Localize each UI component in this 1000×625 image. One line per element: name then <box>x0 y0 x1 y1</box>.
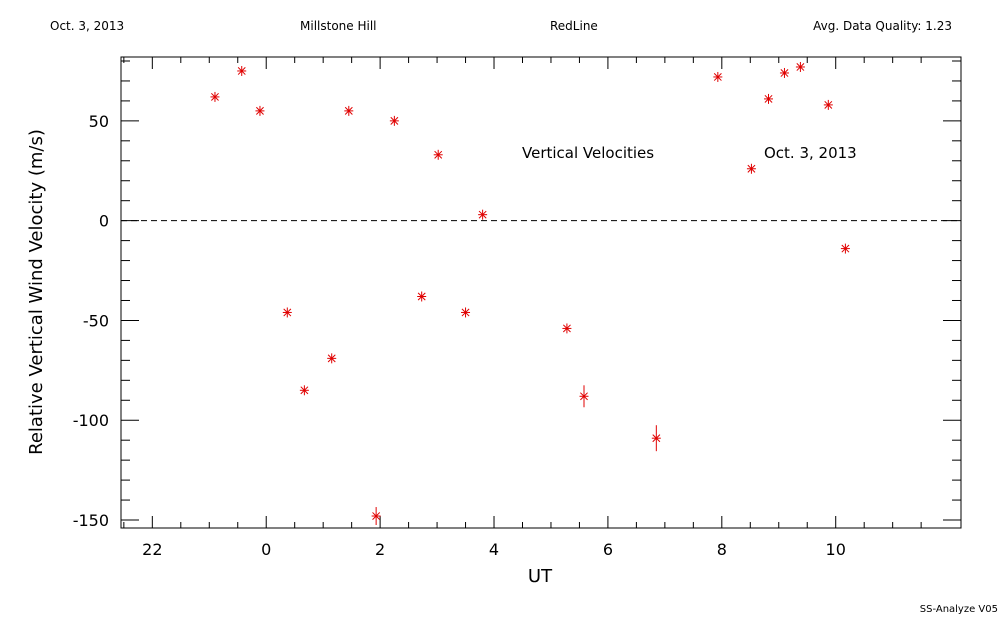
header-instrument: RedLine <box>550 19 598 33</box>
data-point <box>795 61 805 72</box>
data-point <box>255 105 265 116</box>
data-point <box>713 71 723 82</box>
data-point <box>840 243 850 254</box>
data-point <box>210 91 220 102</box>
data-point <box>823 99 833 110</box>
annotation-date: Oct. 3, 2013 <box>764 144 857 162</box>
x-axis-title: UT <box>528 566 553 587</box>
x-tick-label: 4 <box>489 540 499 559</box>
data-point <box>562 323 572 334</box>
header-site: Millstone Hill <box>300 19 376 33</box>
header-date: Oct. 3, 2013 <box>50 19 124 33</box>
data-point <box>764 93 774 104</box>
data-point <box>371 507 381 526</box>
x-tick-label: 8 <box>717 540 727 559</box>
data-point <box>389 115 399 126</box>
data-points <box>210 61 850 526</box>
data-point <box>478 209 488 220</box>
header-quality: Avg. Data Quality: 1.23 <box>813 19 952 33</box>
y-tick-label: -50 <box>83 311 109 330</box>
data-point <box>651 425 661 452</box>
data-point <box>461 307 471 318</box>
y-tick-label: -100 <box>73 411 109 430</box>
annotation-title: Vertical Velocities <box>522 144 654 162</box>
x-tick-label: 10 <box>826 540 846 559</box>
axis-tick-labels: 22 0 2 4 6 8 10 -150 -100 -50 0 50 <box>73 112 846 559</box>
data-point <box>779 67 789 78</box>
data-point <box>327 353 337 364</box>
data-point <box>746 163 756 174</box>
data-point <box>433 149 443 160</box>
axis-ticks <box>121 57 961 528</box>
x-tick-label: 0 <box>261 540 271 559</box>
footer-software: SS-Analyze V05 <box>920 604 998 615</box>
data-point <box>282 307 292 318</box>
y-tick-label: 0 <box>99 212 109 231</box>
data-point <box>237 65 247 76</box>
y-tick-label: 50 <box>89 112 109 131</box>
data-point <box>344 105 354 116</box>
data-point <box>579 385 589 408</box>
data-point <box>299 385 309 396</box>
x-tick-label: 6 <box>603 540 613 559</box>
x-tick-label: 22 <box>142 540 162 559</box>
data-point <box>417 291 427 302</box>
y-tick-label: -150 <box>73 511 109 530</box>
x-tick-label: 2 <box>375 540 385 559</box>
y-axis-title: Relative Vertical Wind Velocity (m/s) <box>26 129 47 455</box>
plot-frame <box>120 56 962 529</box>
